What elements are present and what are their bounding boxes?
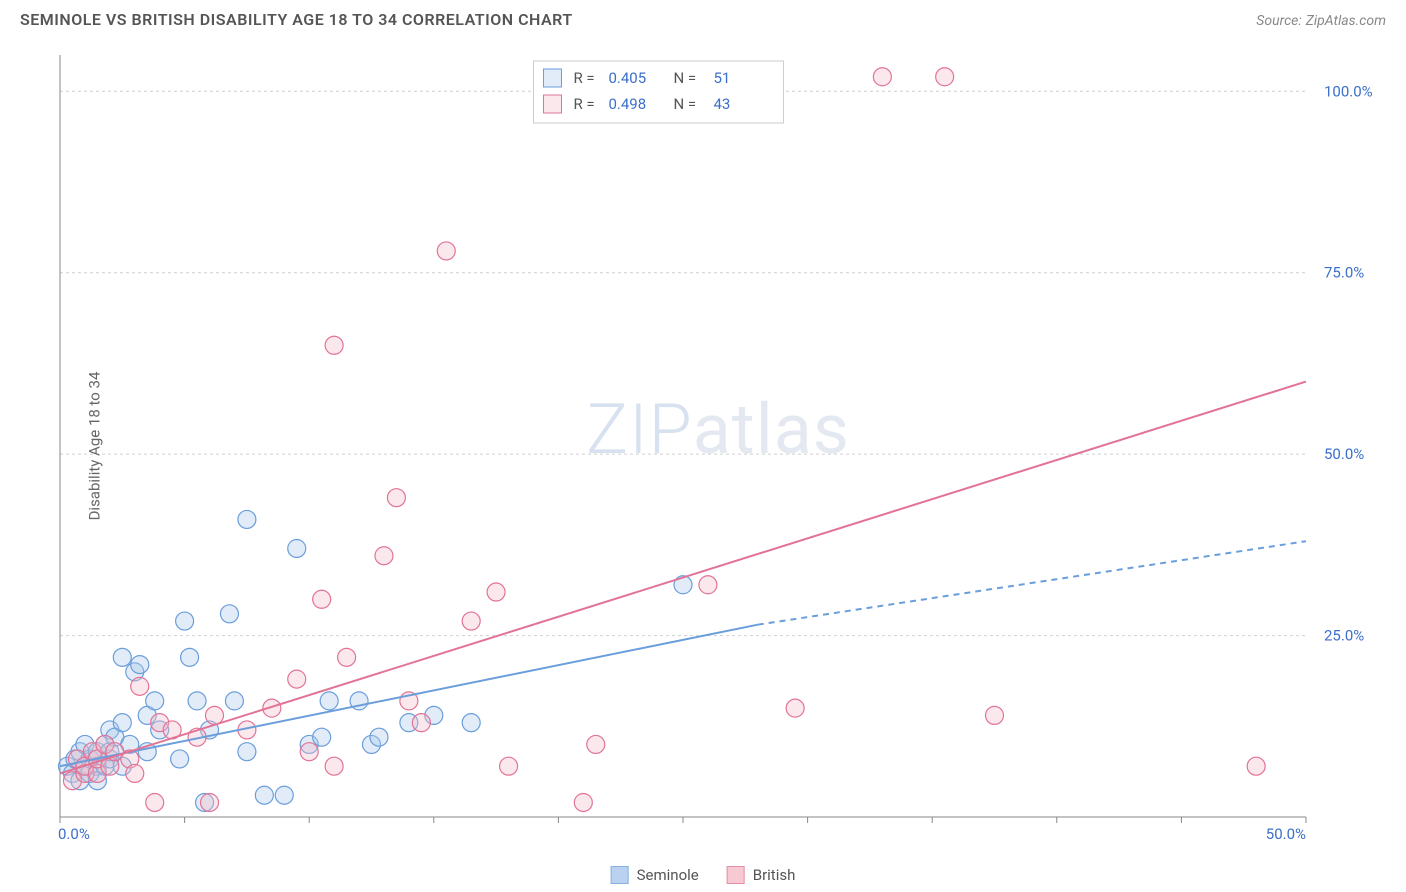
x-tick-label: 50.0% [1266, 825, 1306, 843]
data-point [500, 757, 518, 775]
chart-title: SEMINOLE VS BRITISH DISABILITY AGE 18 TO… [20, 10, 573, 29]
legend-r-value: 0.498 [608, 95, 646, 113]
data-point [225, 692, 243, 710]
data-point [1247, 757, 1265, 775]
legend-item-seminole: Seminole [611, 866, 699, 884]
data-point [462, 612, 480, 630]
source: Source: ZipAtlas.com [1256, 10, 1386, 29]
legend-n-value: 51 [713, 69, 730, 87]
data-point [238, 510, 256, 528]
data-point [131, 677, 149, 695]
legend-n-label: N = [673, 95, 696, 113]
data-point [462, 714, 480, 732]
legend-r-label: R = [573, 69, 594, 87]
data-point [786, 699, 804, 717]
data-point [325, 336, 343, 354]
data-point [699, 576, 717, 594]
data-point [313, 590, 331, 608]
data-point [587, 735, 605, 753]
data-point [181, 648, 199, 666]
chart-area: Disability Age 18 to 34 ZIPatlas 25.0%50… [50, 45, 1386, 847]
legend-n-value: 43 [713, 95, 730, 113]
data-point [487, 583, 505, 601]
data-point [986, 706, 1004, 724]
data-point [936, 68, 954, 86]
stats-legend [533, 61, 783, 123]
trend-line [60, 382, 1306, 774]
data-point [288, 670, 306, 688]
data-point [255, 786, 273, 804]
legend-swatch-british [727, 866, 745, 884]
legend-swatch [543, 95, 561, 113]
data-point [574, 793, 592, 811]
y-tick-label: 75.0% [1324, 264, 1364, 282]
data-point [206, 706, 224, 724]
legend-label-british: British [753, 866, 796, 884]
data-point [201, 793, 219, 811]
data-point [176, 612, 194, 630]
data-point [370, 728, 388, 746]
legend-n-label: N = [673, 69, 696, 87]
data-point [313, 728, 331, 746]
data-point [325, 757, 343, 775]
data-point [146, 793, 164, 811]
data-point [300, 743, 318, 761]
y-tick-label: 25.0% [1324, 627, 1364, 645]
legend-label-seminole: Seminole [637, 866, 699, 884]
data-point [146, 692, 164, 710]
legend-item-british: British [727, 866, 796, 884]
data-point [188, 692, 206, 710]
data-point [238, 743, 256, 761]
x-tick-label: 0.0% [58, 825, 90, 843]
trend-line-extrapolated [758, 541, 1306, 624]
data-point [126, 764, 144, 782]
scatter-chart: 25.0% 50.0% 75.0% 100.0% 0.0% 50.0% R = 0.405 N … [50, 45, 1386, 847]
source-label: Source: [1256, 13, 1301, 29]
data-point [113, 714, 131, 732]
legend-swatch [543, 69, 561, 87]
data-point [288, 539, 306, 557]
trend-line [60, 625, 758, 767]
data-point [387, 489, 405, 507]
data-point [320, 692, 338, 710]
data-point [275, 786, 293, 804]
data-point [220, 605, 238, 623]
legend-r-value: 0.405 [608, 69, 646, 87]
y-tick-label: 50.0% [1324, 445, 1364, 463]
bottom-legend: Seminole British [611, 866, 796, 884]
legend-swatch-seminole [611, 866, 629, 884]
legend-r-label: R = [573, 95, 594, 113]
data-point [412, 714, 430, 732]
y-tick-label: 100.0% [1324, 82, 1373, 100]
source-name: ZipAtlas.com [1306, 13, 1386, 29]
data-point [131, 656, 149, 674]
data-point [338, 648, 356, 666]
data-point [873, 68, 891, 86]
data-point [171, 750, 189, 768]
y-axis-label: Disability Age 18 to 34 [85, 372, 103, 521]
data-point [437, 242, 455, 260]
data-point [375, 547, 393, 565]
data-point [113, 648, 131, 666]
